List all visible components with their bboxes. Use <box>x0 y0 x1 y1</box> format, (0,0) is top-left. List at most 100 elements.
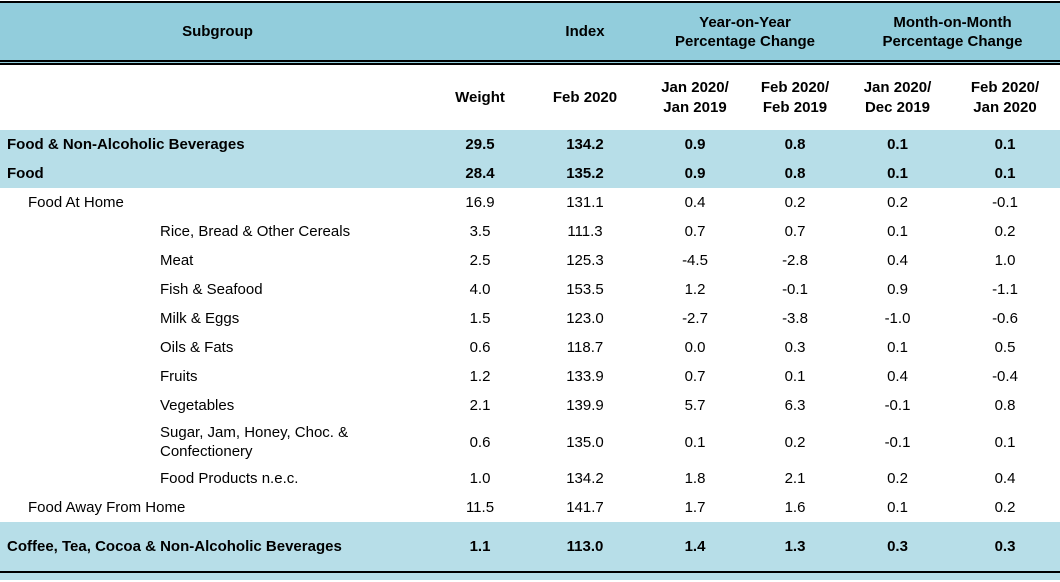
weight-cell: 1.0 <box>469 470 491 487</box>
mom1-cell: 0.1 <box>887 136 908 153</box>
table-row: Food & Non-Alcoholic Beverages 29.5 134.… <box>0 130 1060 159</box>
weight-cell: 0.6 <box>469 339 491 356</box>
mom2-cell: 0.1 <box>994 165 1016 182</box>
yoy1-cell: 1.4 <box>684 538 706 555</box>
mom2-cell: -1.1 <box>992 281 1018 298</box>
mom1-cell: 0.1 <box>887 339 908 356</box>
yoy2-cell: -3.8 <box>782 310 808 327</box>
yoy1-cell: 0.1 <box>684 433 706 451</box>
index-cell: 123.0 <box>566 310 604 327</box>
table-row: Food Away From Home 11.5 141.7 1.7 1.6 0… <box>0 493 1060 522</box>
subgroup-cell: Food <box>7 165 44 182</box>
subheader-mom2: Feb 2020/ Jan 2020 <box>970 78 1040 116</box>
table-row: Coffee, Tea, Cocoa & Non-Alcoholic Bever… <box>0 522 1060 571</box>
subgroup-cell: Meat <box>160 252 194 269</box>
weight-cell: 1.5 <box>469 310 491 327</box>
subgroup-cell: Food & Non-Alcoholic Beverages <box>7 136 245 153</box>
weight-cell: 3.5 <box>469 223 491 240</box>
index-cell: 133.9 <box>566 368 604 385</box>
mom2-cell: 0.8 <box>994 397 1016 414</box>
subgroup-cell: Fish & Seafood <box>160 281 263 298</box>
subgroup-cell: Sugar, Jam, Honey, Choc. & Confectionery <box>160 424 349 460</box>
mom2-cell: 0.3 <box>994 538 1016 555</box>
table-row: Oils & Fats 0.6 118.7 0.0 0.3 0.1 0.5 <box>0 333 1060 362</box>
index-cell: 131.1 <box>566 194 604 211</box>
mom2-cell: 0.2 <box>994 499 1016 516</box>
index-cell: 135.0 <box>566 433 604 451</box>
mom1-cell: 0.3 <box>887 538 908 555</box>
header-yoy-change: Year-on-Year Percentage Change <box>674 13 816 50</box>
subgroup-cell: Food Away From Home <box>28 499 186 516</box>
header-subgroup: Subgroup <box>182 23 253 40</box>
yoy1-cell: 0.4 <box>684 194 706 211</box>
index-cell: 141.7 <box>566 499 604 516</box>
table-row: Sugar, Jam, Honey, Choc. & Confectionery… <box>0 420 1060 464</box>
header-index: Index <box>565 23 605 40</box>
table-bottom-border <box>0 571 1060 573</box>
mom2-cell: 1.0 <box>994 252 1016 269</box>
yoy2-cell: 0.2 <box>784 194 806 211</box>
subgroup-cell: Rice, Bread & Other Cereals <box>160 223 351 240</box>
index-cell: 139.9 <box>566 397 604 414</box>
table-row: Food At Home 16.9 131.1 0.4 0.2 0.2 -0.1 <box>0 188 1060 217</box>
subheader-yoy2: Feb 2020/ Feb 2019 <box>760 78 830 116</box>
mom1-cell: -0.1 <box>884 397 911 414</box>
mom1-cell: 0.2 <box>887 194 908 211</box>
yoy2-cell: 0.1 <box>784 368 806 385</box>
mom1-cell: 0.4 <box>887 368 908 385</box>
mom1-cell: 0.9 <box>887 281 908 298</box>
yoy1-cell: -4.5 <box>682 252 708 269</box>
mom2-cell: 0.4 <box>994 470 1016 487</box>
table-row: Meat 2.5 125.3 -4.5 -2.8 0.4 1.0 <box>0 246 1060 275</box>
weight-cell: 29.5 <box>465 136 495 153</box>
index-cell: 111.3 <box>567 223 603 240</box>
subheader-index-period: Feb 2020 <box>552 88 618 106</box>
yoy2-cell: 0.8 <box>784 165 806 182</box>
subheader-mom1: Jan 2020/ Dec 2019 <box>863 78 932 116</box>
subgroup-cell: Vegetables <box>160 397 235 414</box>
subheader-yoy1: Jan 2020/ Jan 2019 <box>661 78 729 116</box>
subgroup-cell: Food At Home <box>28 194 124 211</box>
mom1-cell: -1.0 <box>884 310 911 327</box>
table-row: Food Products n.e.c. 1.0 134.2 1.8 2.1 0… <box>0 464 1060 493</box>
weight-cell: 1.2 <box>469 368 491 385</box>
yoy2-cell: 2.1 <box>784 470 806 487</box>
weight-cell: 28.4 <box>465 165 495 182</box>
weight-cell: 16.9 <box>465 194 495 211</box>
weight-cell: 2.1 <box>469 397 491 414</box>
mom2-cell: -0.1 <box>992 194 1018 211</box>
mom2-cell: -0.6 <box>992 310 1018 327</box>
header-mom-change: Month-on-Month Percentage Change <box>882 13 1023 50</box>
mom1-cell: 0.1 <box>887 499 908 516</box>
yoy2-cell: 0.3 <box>784 339 806 356</box>
yoy2-cell: 0.8 <box>784 136 806 153</box>
mom2-cell: 0.1 <box>994 136 1016 153</box>
mom1-cell: 0.4 <box>887 252 908 269</box>
subgroup-cell: Fruits <box>160 368 198 385</box>
subheader-weight: Weight <box>455 88 505 106</box>
weight-cell: 11.5 <box>465 499 495 516</box>
mom1-cell: 0.2 <box>887 470 908 487</box>
yoy2-cell: 0.2 <box>784 433 806 451</box>
subgroup-cell: Milk & Eggs <box>160 310 240 327</box>
yoy2-cell: 6.3 <box>784 397 806 414</box>
weight-cell: 4.0 <box>469 281 491 298</box>
index-cell: 118.7 <box>566 339 604 356</box>
mom1-cell: 0.1 <box>887 223 908 240</box>
weight-cell: 1.1 <box>469 538 491 555</box>
table-bottom-strip <box>0 573 1060 580</box>
table-header-sub: Weight Feb 2020 Jan 2020/ Jan 2019 Feb 2… <box>0 65 1060 130</box>
yoy2-cell: -2.8 <box>782 252 808 269</box>
yoy1-cell: 0.7 <box>684 368 706 385</box>
weight-cell: 2.5 <box>469 252 491 269</box>
yoy2-cell: 0.7 <box>784 223 806 240</box>
table-row: Milk & Eggs 1.5 123.0 -2.7 -3.8 -1.0 -0.… <box>0 304 1060 333</box>
weight-cell: 0.6 <box>469 433 491 451</box>
yoy1-cell: -2.7 <box>682 310 708 327</box>
subgroup-cell: Coffee, Tea, Cocoa & Non-Alcoholic Bever… <box>7 538 342 555</box>
yoy1-cell: 1.2 <box>684 281 706 298</box>
table-row: Food 28.4 135.2 0.9 0.8 0.1 0.1 <box>0 159 1060 188</box>
index-cell: 153.5 <box>566 281 604 298</box>
yoy1-cell: 1.8 <box>684 470 706 487</box>
